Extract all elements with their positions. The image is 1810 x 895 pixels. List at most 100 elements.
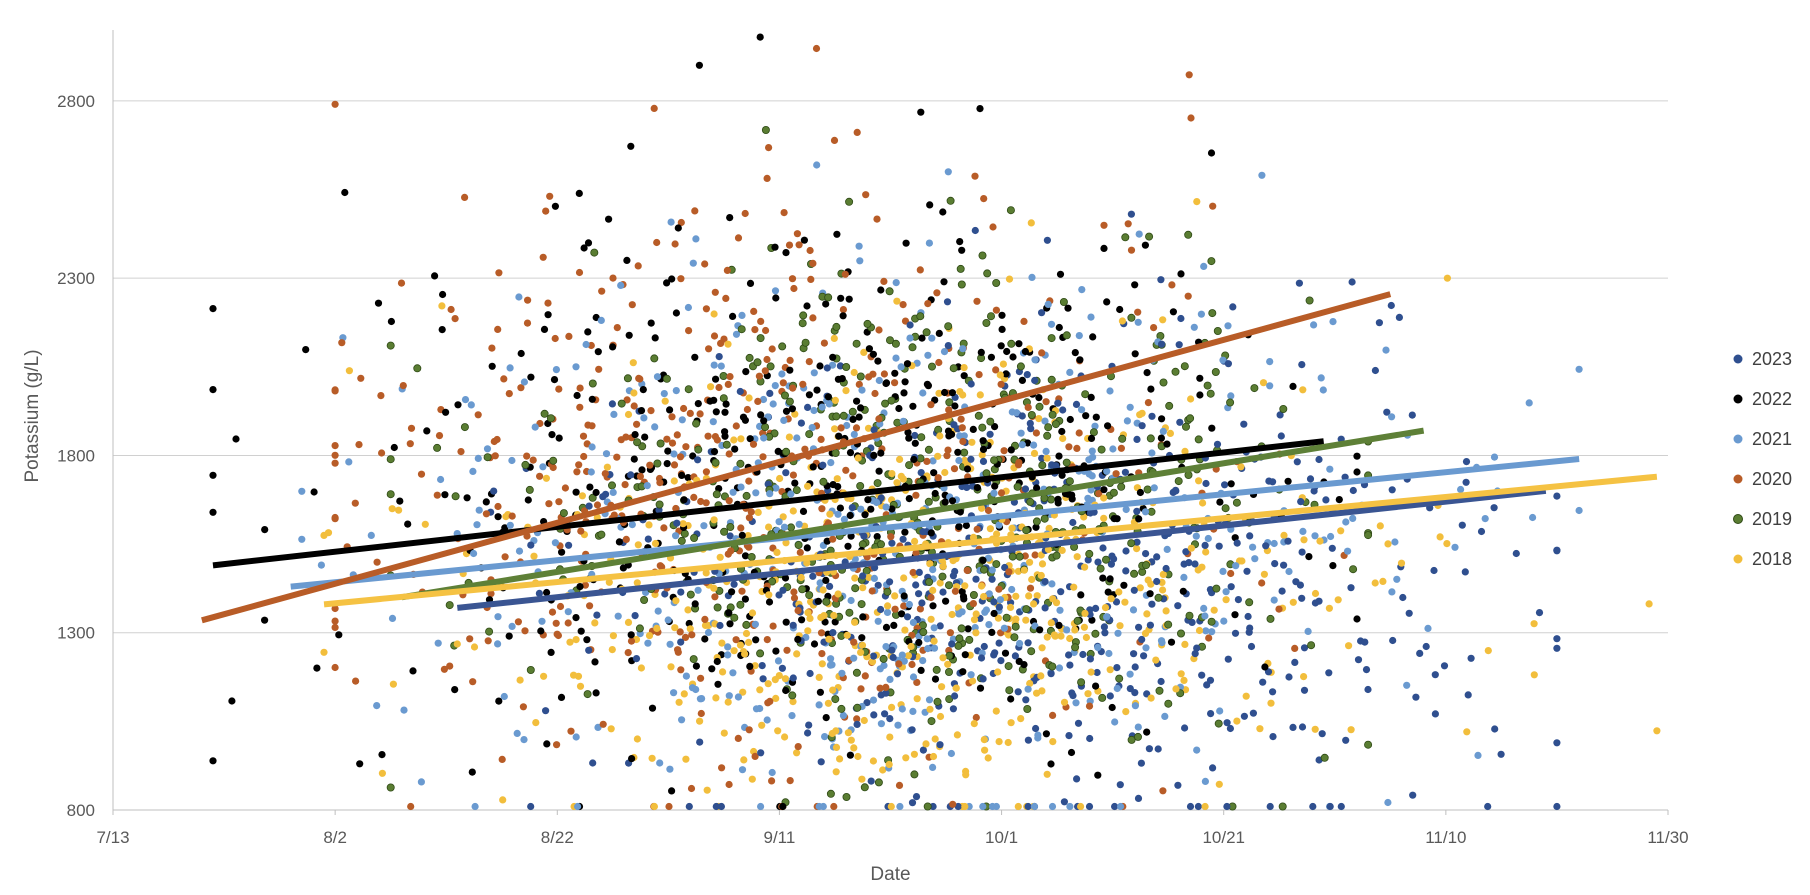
point-2018: [779, 513, 787, 521]
point-2018: [986, 525, 995, 533]
point-2019: [916, 312, 925, 321]
point-2021: [909, 707, 917, 716]
point-2020: [984, 506, 993, 515]
point-2018: [1289, 598, 1297, 606]
x-tick-label: 11/30: [1647, 828, 1688, 847]
point-2020: [980, 195, 988, 203]
point-2023: [1022, 696, 1030, 704]
point-2021: [876, 665, 884, 673]
point-2023: [661, 590, 669, 598]
y-tick-label: 2300: [57, 269, 95, 288]
point-2018: [740, 756, 748, 764]
point-2021: [1227, 392, 1235, 400]
point-2021: [1197, 310, 1205, 318]
point-2020: [855, 380, 863, 388]
point-2020: [487, 590, 495, 598]
point-2018: [922, 740, 930, 748]
point-2023: [1277, 432, 1285, 440]
point-2018: [739, 688, 747, 696]
point-2022: [901, 378, 909, 386]
point-2021: [644, 639, 652, 647]
point-2023: [1361, 638, 1369, 646]
point-2021: [367, 531, 375, 540]
point-2018: [785, 433, 794, 441]
point-2022: [997, 342, 1005, 350]
point-2023: [730, 580, 738, 588]
point-2022: [746, 662, 754, 671]
point-2021: [1391, 538, 1399, 546]
point-2022: [822, 714, 830, 722]
point-2023: [929, 802, 937, 811]
point-2020: [447, 305, 455, 314]
point-2022: [882, 623, 891, 632]
point-2022: [1092, 413, 1100, 421]
point-2022: [1103, 298, 1111, 306]
point-2023: [1553, 492, 1561, 500]
point-2021: [984, 554, 993, 562]
point-2022: [977, 348, 985, 356]
point-2022: [454, 401, 462, 409]
point-2021: [724, 651, 732, 659]
point-2021: [724, 643, 732, 651]
point-2022: [846, 511, 854, 520]
point-2019: [712, 490, 721, 499]
point-2021: [944, 168, 952, 176]
point-2021: [1266, 382, 1274, 390]
point-2019: [736, 459, 745, 468]
point-2021: [692, 685, 700, 694]
point-2022: [979, 437, 987, 445]
point-2022: [788, 405, 797, 413]
point-2022: [1047, 760, 1055, 768]
point-2023: [1464, 691, 1472, 699]
point-2023: [712, 802, 720, 811]
point-2018: [815, 673, 823, 682]
point-2021: [1103, 467, 1111, 475]
point-2023: [997, 657, 1005, 665]
point-2022: [488, 362, 496, 370]
point-2021: [1319, 386, 1327, 394]
point-2023: [1134, 794, 1143, 803]
point-2019: [1002, 613, 1011, 622]
point-2018: [1100, 514, 1108, 522]
point-2020: [865, 373, 873, 381]
point-2019: [549, 456, 558, 465]
point-2019: [1146, 434, 1155, 443]
point-2021: [958, 608, 966, 616]
point-2023: [1133, 435, 1141, 443]
point-2019: [546, 414, 555, 423]
point-2022: [695, 61, 704, 69]
point-2022: [973, 484, 982, 492]
point-2020: [1291, 644, 1299, 653]
point-2020: [564, 619, 572, 627]
point-2023: [1074, 719, 1083, 727]
point-2019: [1117, 482, 1126, 491]
point-2019: [848, 407, 857, 416]
point-2021: [923, 635, 931, 643]
point-2023: [1375, 319, 1383, 327]
point-2022: [873, 533, 881, 541]
point-2021: [653, 373, 662, 381]
point-2021: [1087, 486, 1095, 494]
point-2021: [909, 673, 918, 681]
point-2021: [1208, 628, 1216, 636]
point-2020: [613, 324, 621, 332]
point-2018: [944, 660, 952, 668]
point-2020: [852, 424, 861, 432]
point-2020: [579, 432, 588, 440]
point-2020: [1005, 568, 1013, 576]
point-2023: [1069, 518, 1077, 527]
point-2021: [1117, 802, 1125, 811]
point-2019: [908, 343, 917, 352]
point-2020: [580, 452, 588, 461]
point-2023: [1300, 644, 1309, 652]
point-2019: [863, 319, 872, 328]
point-2023: [936, 741, 944, 749]
point-2022: [439, 290, 447, 299]
point-2021: [896, 802, 904, 811]
point-2021: [979, 802, 987, 811]
point-2019: [1279, 404, 1288, 413]
point-2018: [941, 468, 949, 477]
point-2019: [694, 445, 703, 454]
point-2018: [671, 624, 679, 632]
point-2018: [720, 729, 728, 737]
